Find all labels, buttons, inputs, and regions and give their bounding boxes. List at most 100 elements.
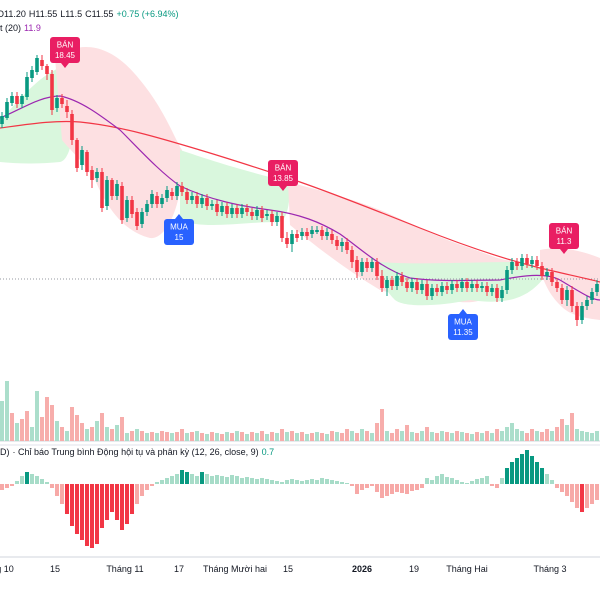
time-axis-label: Tháng Mười hai: [203, 564, 267, 574]
time-axis[interactable]: g 10 15 Tháng 11 17 Tháng Mười hai 15 2026 19 Th…: [0, 564, 567, 574]
candle: [405, 278, 409, 292]
volume-bar: [270, 432, 274, 441]
signal-box: [164, 219, 194, 245]
candle-body: [460, 282, 464, 288]
macd-bar: [210, 476, 214, 484]
macd-bar: [170, 476, 174, 484]
macd-bar: [500, 478, 504, 484]
volume-bar: [455, 431, 459, 441]
volume-bar: [90, 427, 94, 441]
volume-bar: [560, 419, 564, 441]
volume-bar: [220, 434, 224, 441]
candle: [525, 254, 529, 268]
candle-body: [480, 286, 484, 288]
volume-bar: [550, 431, 554, 441]
candle: [190, 192, 194, 204]
candle: [75, 138, 79, 172]
candle-body: [215, 204, 219, 212]
macd-bar: [410, 484, 414, 491]
macd-bar: [260, 478, 264, 484]
volume-bar: [485, 431, 489, 441]
macd-bar: [575, 484, 579, 508]
macd-histogram: [0, 450, 599, 548]
candle-body: [330, 234, 334, 240]
macd-bar: [380, 484, 384, 498]
macd-bar: [315, 480, 319, 484]
candle-body: [285, 238, 289, 244]
macd-value: 0.7: [261, 447, 275, 457]
macd-bar: [590, 484, 594, 504]
candle: [385, 276, 389, 296]
candle: [145, 200, 149, 216]
candle: [490, 284, 494, 296]
candle: [110, 178, 114, 200]
candle-body: [340, 242, 344, 246]
time-axis-label: Tháng 11: [106, 564, 143, 574]
candle-body: [115, 184, 119, 196]
candle-body: [440, 286, 444, 292]
volume-bar: [310, 433, 314, 441]
candle: [275, 212, 279, 226]
macd-legend[interactable]: D) · Chỉ báo Trung bình Động hội tụ và ph…: [0, 447, 277, 457]
candle: [255, 206, 259, 220]
volume-bar: [85, 429, 89, 441]
volume-bar: [440, 431, 444, 441]
macd-bar: [585, 484, 589, 508]
candle-body: [540, 266, 544, 276]
macd-bar: [120, 484, 124, 530]
candle: [250, 208, 254, 220]
candle-body: [225, 206, 229, 214]
candle: [430, 284, 434, 300]
volume-bar: [225, 432, 229, 441]
candle: [565, 286, 569, 306]
volume-bar: [590, 433, 594, 441]
signal-price-text: 11.3: [557, 237, 573, 246]
macd-bar: [185, 472, 189, 484]
candle-body: [335, 240, 339, 246]
volume-bar: [400, 431, 404, 441]
ohlc-low: L11.5: [60, 9, 83, 19]
volume-bar: [580, 431, 584, 441]
macd-bar: [15, 481, 19, 484]
volume-bar: [40, 417, 44, 441]
volume-bar: [165, 432, 169, 441]
candle-body: [150, 194, 154, 204]
candle-body: [35, 58, 39, 72]
candle: [445, 282, 449, 294]
macd-label: · Chỉ báo Trung bình Động hội tụ và phân…: [12, 447, 259, 457]
candle-body: [320, 230, 324, 236]
macd-bar: [245, 477, 249, 484]
candle-body: [595, 284, 599, 292]
candle-body: [560, 288, 564, 300]
macd-bar: [270, 480, 274, 484]
macd-bar: [345, 483, 349, 484]
volume-bar: [395, 429, 399, 441]
macd-bar: [460, 482, 464, 484]
time-axis-label: Tháng 3: [533, 564, 566, 574]
candle: [20, 94, 24, 108]
candle: [155, 192, 159, 208]
candle-body: [5, 102, 9, 118]
candle-body: [220, 206, 224, 212]
candle-body: [525, 258, 529, 264]
candle: [90, 166, 94, 188]
macd-bar: [480, 478, 484, 484]
candle-body: [580, 306, 584, 320]
volume-bar: [80, 423, 84, 441]
indicator-legend[interactable]: t (20) 11.9: [0, 23, 44, 33]
macd-bar: [255, 479, 259, 484]
volume-bar: [230, 433, 234, 441]
macd-bar: [70, 484, 74, 526]
candle: [135, 208, 139, 230]
volume-bar: [95, 421, 99, 441]
macd-bar: [540, 468, 544, 484]
volume-bar: [350, 431, 354, 441]
candle-body: [365, 262, 369, 268]
candle-body: [415, 282, 419, 290]
time-axis-label: Tháng Hai: [446, 564, 488, 574]
macd-bar: [145, 484, 149, 490]
macd-bar: [55, 484, 59, 496]
signal-box: [448, 314, 478, 340]
candle: [585, 296, 589, 310]
